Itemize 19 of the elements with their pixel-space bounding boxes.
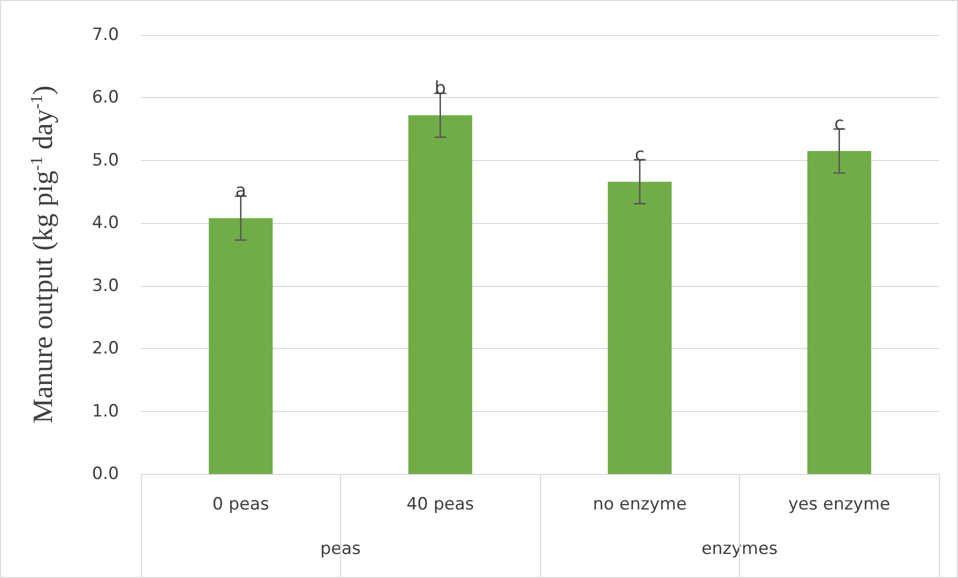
bar — [208, 218, 273, 474]
text: enzymes — [701, 539, 778, 559]
y-tick-label: 6.0 — [92, 88, 119, 108]
y-tick-label: 0.0 — [92, 464, 119, 484]
y-axis-title: Manure output (kg pig-1 day-1) — [27, 86, 59, 424]
y-tick-label: 7.0 — [92, 25, 119, 45]
y-tick-label: 5.0 — [92, 150, 119, 170]
bar — [807, 151, 872, 474]
y-tick-label: 4.0 — [92, 213, 119, 234]
text: peas — [320, 539, 361, 559]
x-tick-label: 0 peas — [212, 494, 270, 514]
bar — [408, 115, 472, 474]
bar — [608, 182, 672, 474]
x-tick-label: no enzyme — [592, 494, 687, 514]
y-tick-label: 1.0 — [92, 401, 119, 422]
x-tick-label: 40 peas — [406, 494, 474, 514]
y-tick-label: 3.0 — [92, 276, 119, 296]
y-tick-label: 2.0 — [92, 338, 119, 359]
x-tick-label: yes enzyme — [788, 494, 890, 514]
